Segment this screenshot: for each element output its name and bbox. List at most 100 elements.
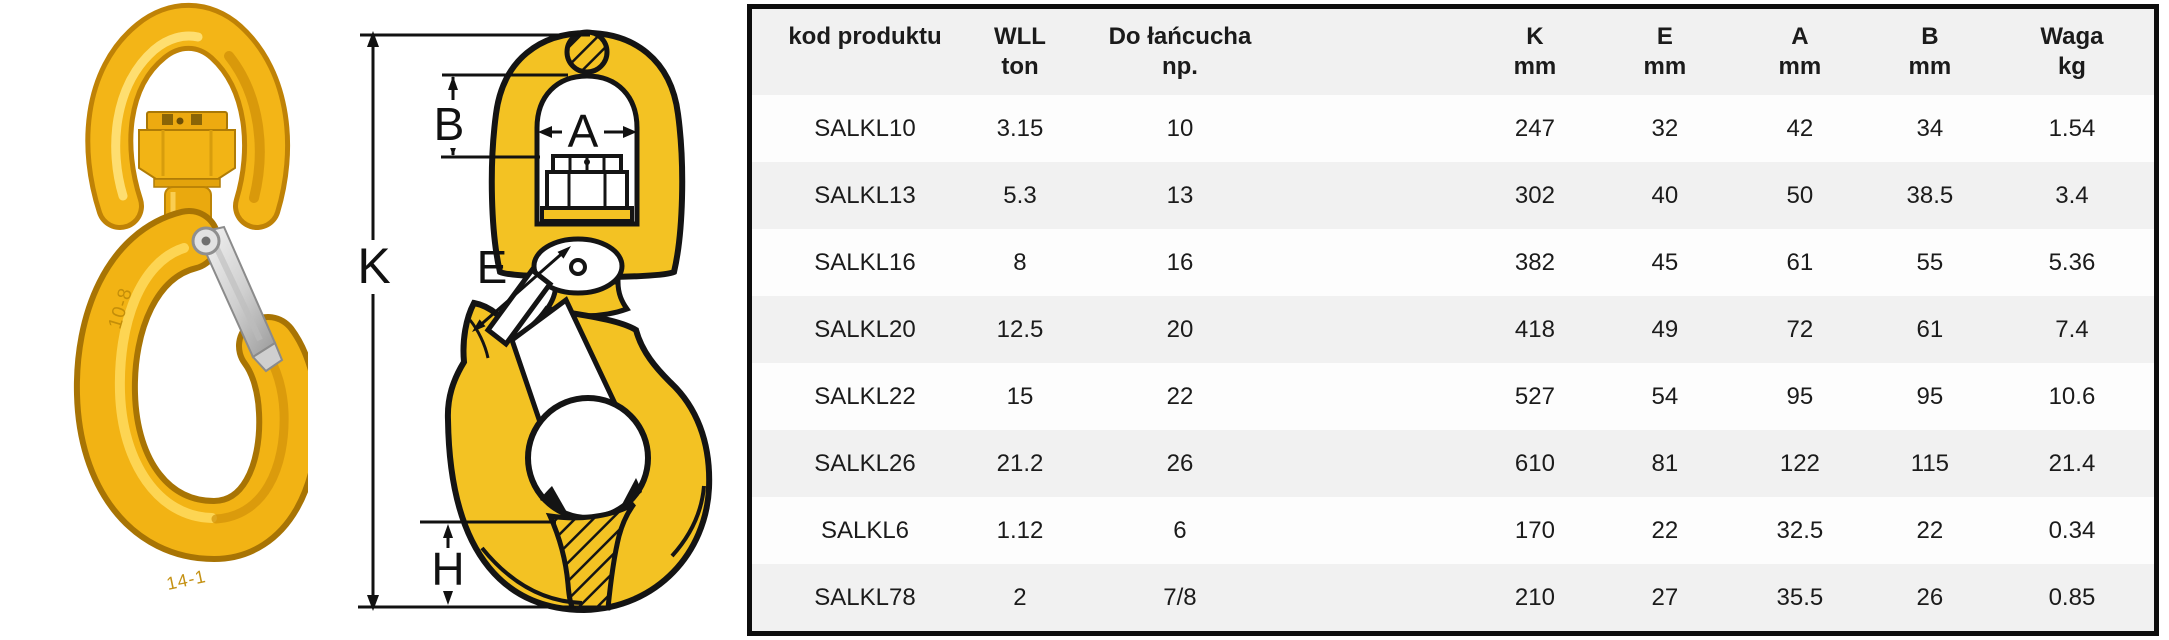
value-cell: 122 — [1779, 449, 1820, 477]
value-cell: 1.12 — [996, 516, 1044, 544]
value-cell: 49 — [1651, 315, 1679, 343]
product-code-cell: SALKL78 — [814, 583, 916, 611]
value-cell: 22 — [1651, 516, 1679, 544]
value-cell: 55 — [1916, 248, 1944, 276]
hook-body: 10-8 14-1 — [73, 208, 321, 594]
column-header-wll: WLL ton — [978, 9, 1062, 95]
swivel-hook-photo: 10-8 14-1 — [73, 2, 321, 594]
embossed-marking: 14-1 — [165, 566, 208, 594]
spacer-cell — [1298, 296, 1470, 363]
table-row: SALKL6 1.12 6 170 22 32.5 22 0.34 — [752, 497, 2154, 564]
dim-label-A: A — [568, 105, 599, 157]
spacer-cell — [1298, 162, 1470, 229]
value-cell: 16 — [1166, 248, 1194, 276]
value-cell: 22 — [1166, 382, 1194, 410]
dim-label-K: K — [357, 238, 390, 294]
product-code-cell: SALKL6 — [820, 516, 910, 544]
value-cell: 1.54 — [2048, 114, 2096, 142]
column-label: Do łańcucha — [1108, 23, 1252, 50]
column-unit: ton — [1001, 53, 1039, 80]
spacer-cell — [1298, 497, 1470, 564]
table-row: SALKL22 15 22 527 54 95 95 10.6 — [752, 363, 2154, 430]
value-cell: 0.34 — [2048, 516, 2096, 544]
table-row: SALKL13 5.3 13 302 40 50 38.5 3.4 — [752, 162, 2154, 229]
value-cell: 170 — [1514, 516, 1555, 544]
value-cell: 21.4 — [2048, 449, 2096, 477]
value-cell: 5.3 — [1003, 181, 1037, 209]
drawing-pin-section — [564, 29, 610, 75]
product-photo: 10-8 14-1 — [8, 0, 321, 640]
value-cell: 81 — [1651, 449, 1679, 477]
value-cell: 6 — [1173, 516, 1187, 544]
value-cell: 0.85 — [2048, 583, 2096, 611]
column-unit: kg — [2057, 53, 2086, 80]
spacer-cell — [1298, 564, 1470, 631]
column-unit: mm — [1778, 53, 1822, 80]
column-unit: mm — [1908, 53, 1952, 80]
value-cell: 10.6 — [2048, 382, 2096, 410]
spacer-cell — [1298, 430, 1470, 497]
value-cell: 210 — [1514, 583, 1555, 611]
spacer-cell — [1298, 363, 1470, 430]
value-cell: 527 — [1514, 382, 1555, 410]
value-cell: 61 — [1916, 315, 1944, 343]
column-label: WLL — [993, 23, 1046, 50]
value-cell: 45 — [1651, 248, 1679, 276]
value-cell: 72 — [1786, 315, 1814, 343]
value-cell: 26 — [1916, 583, 1944, 611]
value-cell: 247 — [1514, 114, 1555, 142]
value-cell: 21.2 — [996, 449, 1044, 477]
value-cell: 27 — [1651, 583, 1679, 611]
value-cell: 115 — [1910, 449, 1950, 477]
hook-bail — [85, 2, 291, 230]
value-cell: 302 — [1514, 181, 1555, 209]
table-row: SALKL10 3.15 10 247 32 42 34 1.54 — [752, 95, 2154, 162]
value-cell: 20 — [1166, 315, 1194, 343]
value-cell: 382 — [1514, 248, 1555, 276]
spacer-cell — [1298, 229, 1470, 296]
table-row: SALKL78 2 7/8 210 27 35.5 26 0.85 — [752, 564, 2154, 631]
column-label: E — [1656, 23, 1673, 50]
product-code-cell: SALKL13 — [814, 181, 916, 209]
value-cell: 2 — [1013, 583, 1027, 611]
value-cell: 13 — [1166, 181, 1194, 209]
value-cell: 8 — [1013, 248, 1027, 276]
column-label: kod produktu — [788, 23, 942, 50]
value-cell: 7.4 — [2055, 315, 2089, 343]
value-cell: 7/8 — [1163, 583, 1197, 611]
spacer-cell — [1298, 95, 1470, 162]
column-header-product-code: kod produktu — [752, 9, 978, 95]
value-cell: 38.5 — [1906, 181, 1954, 209]
dim-label-E: E — [477, 241, 508, 293]
column-header-chain-size: Do łańcucha np. — [1062, 9, 1298, 95]
value-cell: 95 — [1916, 382, 1944, 410]
dimension-lines: K B A E — [348, 31, 637, 611]
value-cell: 32.5 — [1776, 516, 1824, 544]
safety-latch — [191, 225, 284, 373]
swivel-nut — [138, 111, 236, 188]
product-code-cell: SALKL10 — [814, 114, 916, 142]
product-code-cell: SALKL26 — [814, 449, 916, 477]
value-cell: 54 — [1651, 382, 1679, 410]
value-cell: 610 — [1514, 449, 1555, 477]
product-code-cell: SALKL22 — [814, 382, 916, 410]
product-code-cell: SALKL20 — [814, 315, 916, 343]
column-label: K — [1526, 23, 1544, 50]
value-cell: 3.15 — [996, 114, 1044, 142]
drawing-latch — [484, 236, 625, 348]
dimension-diagram: K B A E — [320, 0, 740, 640]
value-cell: 50 — [1786, 181, 1814, 209]
column-header-weight: Waga kg — [1990, 9, 2154, 95]
hook-line-drawing: K B A E — [348, 29, 713, 614]
value-cell: 26 — [1166, 449, 1194, 477]
drawing-nut — [540, 154, 634, 223]
column-label: Waga — [2040, 23, 2104, 50]
